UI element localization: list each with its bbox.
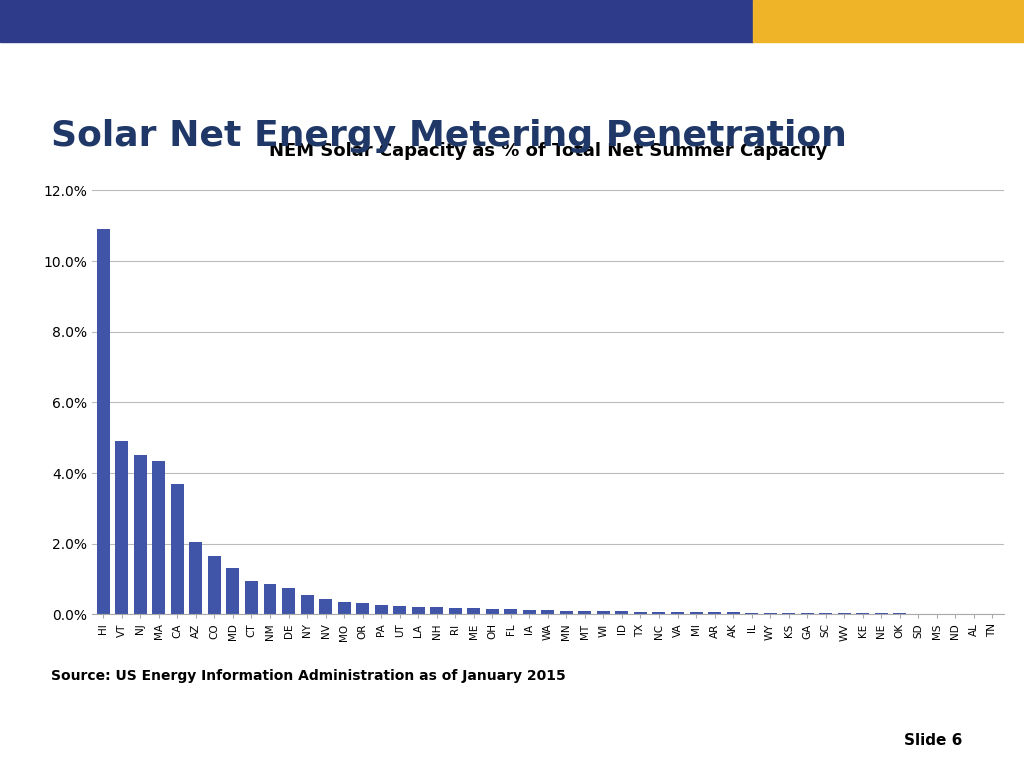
Bar <box>671 612 684 614</box>
Text: Source: US Energy Information Administration as of January 2015: Source: US Energy Information Administra… <box>51 669 566 683</box>
Text: Slide 6: Slide 6 <box>904 733 963 748</box>
Bar <box>412 607 425 614</box>
Bar <box>319 598 332 614</box>
Bar <box>97 230 110 614</box>
Bar <box>523 610 536 614</box>
Bar <box>226 568 240 614</box>
Bar <box>708 612 721 614</box>
Bar <box>764 613 776 614</box>
Bar <box>116 442 128 614</box>
Bar <box>579 611 592 614</box>
Bar <box>753 0 1024 42</box>
Bar <box>689 612 702 614</box>
Bar <box>338 602 350 614</box>
Bar <box>430 607 443 614</box>
Bar <box>301 595 313 614</box>
Bar <box>356 603 369 614</box>
Bar <box>819 613 833 614</box>
Bar <box>134 455 146 614</box>
Bar <box>208 556 221 614</box>
Bar <box>263 584 276 614</box>
Bar <box>375 604 388 614</box>
Bar <box>153 461 165 614</box>
Bar <box>560 611 572 614</box>
Bar <box>467 608 480 614</box>
Bar <box>727 612 739 614</box>
Bar <box>0 0 753 42</box>
Bar <box>171 484 184 614</box>
Bar <box>597 611 610 614</box>
Bar <box>282 588 295 614</box>
Title: NEM Solar Capacity as % of Total Net Summer Capacity: NEM Solar Capacity as % of Total Net Sum… <box>268 142 827 161</box>
Bar <box>449 608 462 614</box>
Bar <box>615 611 629 614</box>
Bar <box>782 613 795 614</box>
Bar <box>745 613 758 614</box>
Bar <box>504 609 517 614</box>
Bar <box>838 613 851 614</box>
Bar <box>801 613 814 614</box>
Bar <box>542 610 554 614</box>
Bar <box>393 605 407 614</box>
Text: Solar Net Energy Metering Penetration: Solar Net Energy Metering Penetration <box>51 119 847 153</box>
Bar <box>189 542 203 614</box>
Bar <box>652 611 666 614</box>
Bar <box>245 581 258 614</box>
Bar <box>485 609 499 614</box>
Bar <box>634 611 647 614</box>
